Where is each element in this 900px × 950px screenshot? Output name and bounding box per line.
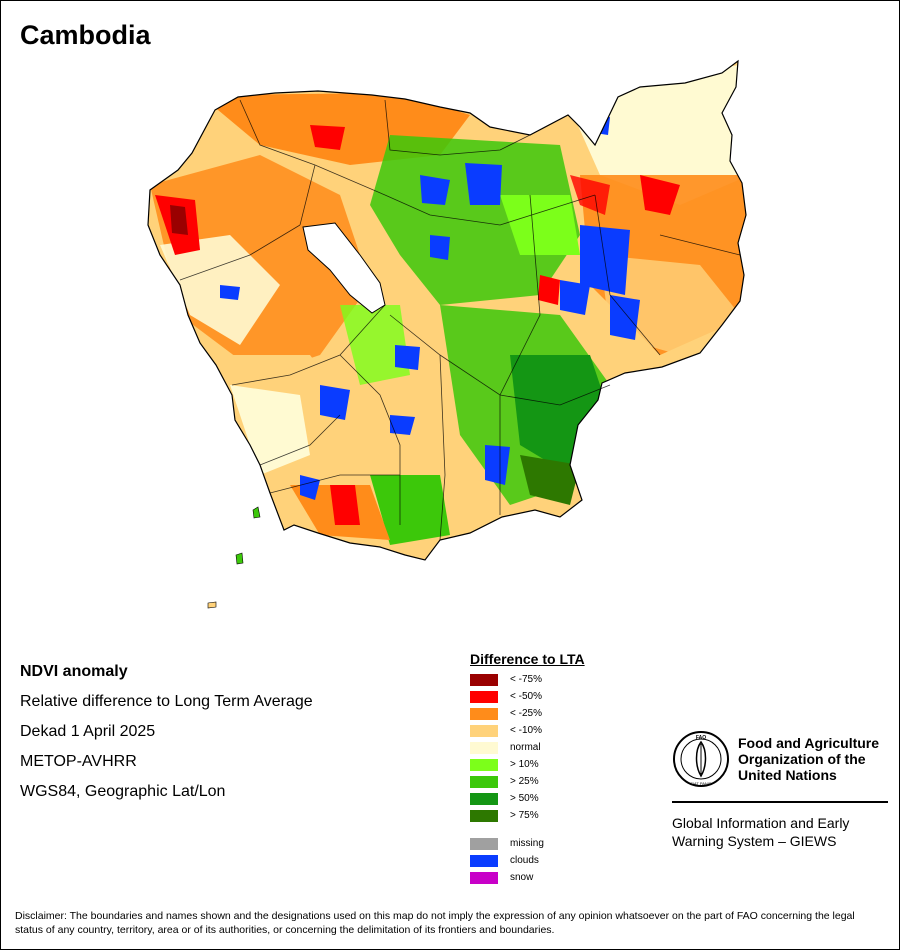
legend-swatch: [470, 854, 498, 867]
product-projection: WGS84, Geographic Lat/Lon: [20, 783, 226, 800]
organization-name: Food and Agriculture Organization of the…: [738, 735, 879, 783]
emblem-motto: FIAT PANIS: [690, 781, 711, 786]
legend-item: < -50%: [470, 688, 585, 705]
map-metadata: NDVI anomaly Relative difference to Long…: [20, 657, 313, 807]
legend-item: < -75%: [470, 671, 585, 688]
product-sensor: METOP-AVHRR: [20, 753, 137, 770]
legend-item: > 10%: [470, 756, 585, 773]
legend-item: < -10%: [470, 722, 585, 739]
legend-label: > 75%: [510, 810, 539, 821]
legend-item: > 75%: [470, 807, 585, 824]
legend-item: clouds: [470, 852, 585, 869]
legend-swatch: [470, 871, 498, 884]
legend-swatch: [470, 690, 498, 703]
organization-name-line: United Nations: [738, 767, 837, 783]
legend: Difference to LTA < -75% < -50% < -25% < -1…: [470, 651, 585, 886]
legend-swatch: [470, 792, 498, 805]
ndvi-anomaly-map: [147, 59, 747, 609]
organization-name-line: Food and Agriculture: [738, 735, 880, 751]
giews-line: Warning System – GIEWS: [672, 833, 837, 849]
legend-label: < -25%: [510, 708, 542, 719]
emblem-letters: FAO: [696, 735, 706, 741]
product-date: Dekad 1 April 2025: [20, 723, 156, 740]
legend-item: > 25%: [470, 773, 585, 790]
legend-label: > 25%: [510, 776, 539, 787]
legend-label: clouds: [510, 855, 539, 866]
legend-item: snow: [470, 869, 585, 886]
legend-swatch: [470, 673, 498, 686]
legend-label: snow: [510, 872, 534, 883]
legend-swatch: [470, 724, 498, 737]
legend-title: Difference to LTA: [470, 651, 585, 667]
legend-label: missing: [510, 838, 544, 849]
legend-swatch: [470, 837, 498, 850]
legend-swatch: [470, 775, 498, 788]
organization-name-line: Organization of the: [738, 751, 866, 767]
product-name: NDVI anomaly: [20, 663, 128, 680]
divider: [672, 801, 888, 803]
legend-item: < -25%: [470, 705, 585, 722]
legend-item: > 50%: [470, 790, 585, 807]
legend-swatch: [470, 741, 498, 754]
legend-item: missing: [470, 835, 585, 852]
giews-label: Global Information and Early Warning Sys…: [672, 814, 849, 850]
legend-item: normal: [470, 739, 585, 756]
legend-label: > 50%: [510, 793, 539, 804]
map-title: Cambodia: [20, 20, 151, 50]
product-description: Relative difference to Long Term Average: [20, 693, 313, 710]
legend-label: < -10%: [510, 725, 542, 736]
disclaimer: Disclaimer: The boundaries and names sho…: [15, 910, 855, 936]
legend-swatch: [470, 809, 498, 822]
legend-label: < -75%: [510, 674, 542, 685]
legend-label: < -50%: [510, 691, 542, 702]
legend-swatch: [470, 707, 498, 720]
giews-line: Global Information and Early: [672, 815, 850, 831]
legend-label: normal: [510, 742, 541, 753]
legend-label: > 10%: [510, 759, 539, 770]
fao-emblem-icon: FAO FIAT PANIS: [673, 731, 729, 787]
legend-swatch: [470, 758, 498, 771]
